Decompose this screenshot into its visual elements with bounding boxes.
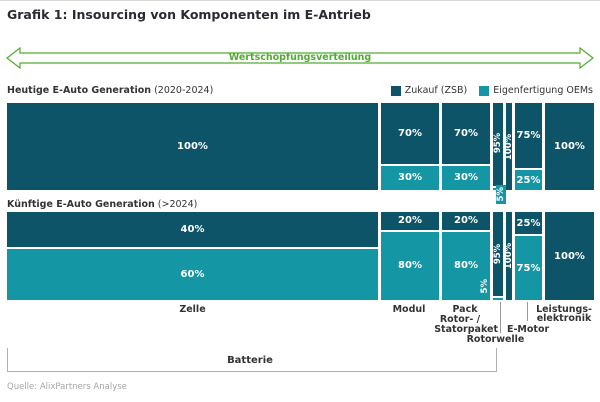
- double-arrow-icon: [6, 46, 594, 70]
- bar-emotor: 25% 75%: [515, 212, 542, 300]
- section-period: (2020-2024): [151, 85, 214, 96]
- segment-eigenfertigung: 30%: [442, 163, 490, 190]
- legend-swatch-eigenfertigung-icon: [479, 85, 490, 96]
- segment-eigenfertigung: 30%: [381, 163, 439, 190]
- segment-value-label: 75%: [516, 130, 541, 142]
- value-distribution-arrow: Wertschöpfungsverteilung: [6, 46, 594, 70]
- segment-zukauf: [506, 103, 512, 190]
- legend: Zukauf (ZSB) Eigenfertigung OEMs: [390, 85, 593, 96]
- axis-label-leistung-1: Leistungs-: [536, 304, 592, 315]
- segment-zukauf: 40%: [7, 212, 378, 248]
- segment-value-label: 100%: [504, 242, 514, 270]
- segment-value-label: 80%: [454, 260, 478, 272]
- segment-zukauf: 100%: [7, 103, 378, 190]
- bar-leistungselektronik: 100%: [545, 103, 594, 190]
- segment-zukauf: 100%: [545, 212, 594, 300]
- legend-label-eigenfertigung: Eigenfertigung OEMs: [493, 85, 593, 96]
- segment-zukauf: [493, 212, 503, 296]
- bar-pack: 70% 30%: [442, 103, 490, 190]
- section-period: (>2024): [154, 199, 198, 210]
- eigenfertigung-callout: 5%: [496, 185, 506, 204]
- batterie-bracket-right: [496, 348, 497, 372]
- bar-rotor-statorpaket: 95% 5%: [493, 103, 506, 204]
- bar-zelle: 100%: [7, 103, 378, 190]
- segment-value-label: 60%: [180, 269, 205, 281]
- segment-zukauf: [506, 212, 512, 300]
- batterie-bracket-bottom: [7, 371, 497, 372]
- section-title: Heutige E-Auto Generation: [7, 85, 152, 96]
- legend-label-zukauf: Zukauf (ZSB): [404, 85, 468, 96]
- source-note: Quelle: AlixPartners Analyse: [7, 382, 127, 392]
- segment-eigenfertigung: [493, 295, 503, 300]
- section-header-kuenftige: Künftige E-Auto Generation (>2024): [7, 199, 197, 210]
- segment-value-label: 100%: [177, 141, 208, 152]
- segment-value-label: 70%: [398, 127, 422, 139]
- segment-value-label: 100%: [554, 141, 585, 152]
- legend-swatch-zukauf-icon: [390, 85, 401, 96]
- segment-value-label: 80%: [398, 260, 422, 272]
- segment-value-label: 25%: [516, 217, 541, 229]
- axis-label-zelle: Zelle: [179, 304, 206, 315]
- chart-title: Grafik 1: Insourcing von Komponenten im …: [7, 7, 371, 22]
- batterie-label: Batterie: [227, 355, 273, 366]
- bar-rotorwelle: 100%: [504, 103, 514, 190]
- axis-label-rotorwelle: Rotorwelle: [466, 334, 525, 345]
- segment-eigenfertigung: 80%: [381, 229, 439, 300]
- segment-zukauf: 20%: [442, 212, 490, 230]
- segment-value-label: 95%: [493, 132, 503, 154]
- segment-value-label: 75%: [516, 262, 541, 274]
- segment-eigenfertigung: 25%: [515, 168, 542, 190]
- segment-eigenfertigung: 75%: [515, 234, 542, 300]
- axis-label-statorpaket: Statorpaket: [434, 324, 498, 335]
- segment-value-label: 5%: [479, 278, 490, 294]
- bar-modul: 20% 80%: [381, 212, 439, 300]
- segment-value-label: 100%: [504, 133, 514, 160]
- legend-item-zukauf: Zukauf (ZSB): [390, 85, 468, 96]
- section-title: Künftige E-Auto Generation: [7, 199, 155, 210]
- segment-value-label: 30%: [454, 172, 478, 184]
- leader-line-rotorwelle: [500, 302, 501, 333]
- section-header-heutige: Heutige E-Auto Generation (2020-2024): [7, 85, 213, 96]
- segment-value-label: 30%: [398, 172, 422, 184]
- leader-line-emotor: [527, 302, 528, 321]
- legend-item-eigenfertigung: Eigenfertigung OEMs: [479, 85, 593, 96]
- segment-value-label: 5%: [496, 187, 506, 202]
- segment-zukauf: 100%: [545, 103, 594, 190]
- segment-value-label: 100%: [554, 250, 585, 262]
- segment-zukauf: [493, 103, 503, 186]
- bar-leistungselektronik: 100%: [545, 212, 594, 300]
- bar-modul: 70% 30%: [381, 103, 439, 190]
- axis-label-rotor: Rotor- /: [439, 314, 481, 325]
- segment-eigenfertigung: 60%: [7, 247, 378, 300]
- axis-label-pack: Pack: [452, 304, 478, 315]
- segment-zukauf: 25%: [515, 212, 542, 234]
- bar-rotor-statorpaket: 95% 5%: [479, 212, 503, 300]
- segment-value-label: 70%: [454, 127, 478, 139]
- bar-rotorwelle: 100%: [504, 212, 514, 300]
- segment-value-label: 20%: [398, 215, 422, 227]
- axis-label-leistung-2: elektronik: [536, 313, 592, 324]
- bar-emotor: 75% 25%: [515, 103, 542, 190]
- batterie-bracket-left: [7, 348, 8, 372]
- segment-zukauf: 75%: [515, 103, 542, 169]
- segment-zukauf: 70%: [381, 103, 439, 164]
- segment-value-label: 40%: [180, 224, 205, 236]
- segment-value-label: 20%: [454, 215, 478, 227]
- arrow-label: Wertschöpfungsverteilung: [228, 52, 372, 63]
- segment-value-label: 25%: [516, 174, 541, 186]
- segment-zukauf: 70%: [442, 103, 490, 164]
- bar-zelle: 40% 60%: [7, 212, 378, 300]
- segment-zukauf: 20%: [381, 212, 439, 230]
- axis-label-emotor: E-Motor: [507, 324, 550, 335]
- mosaic-row-kuenftige: 40% 60% 20% 80% 20% 80% 95% 5% 100%: [7, 212, 594, 300]
- mosaic-row-heutige: 100% 70% 30% 70% 30% 95% 5% 100%: [7, 103, 594, 204]
- segment-value-label: 95%: [493, 244, 503, 265]
- eigenfertigung-callout: 5%: [479, 274, 490, 298]
- axis-label-modul: Modul: [392, 304, 426, 315]
